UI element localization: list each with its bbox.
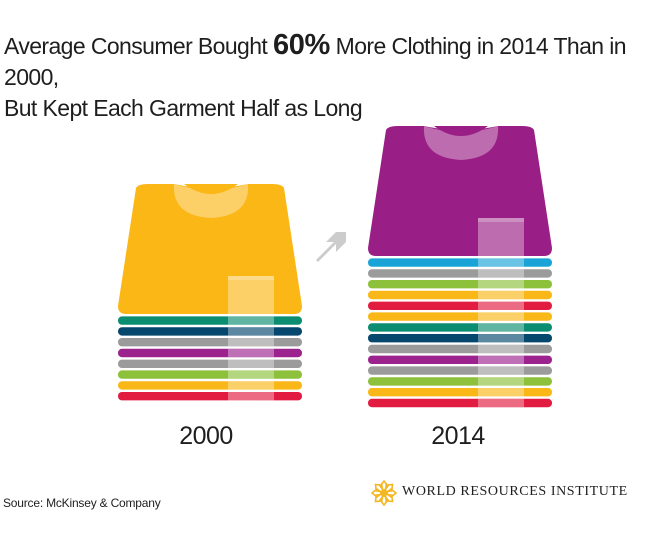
shirt-body (118, 184, 302, 314)
folded-shirt-band (368, 323, 552, 332)
band-fill (118, 359, 302, 368)
arrow-up-right-icon (316, 232, 346, 262)
source-note: Source: McKinsey & Company (3, 496, 161, 510)
band-pocket-highlight (478, 301, 524, 310)
folded-shirt-band (368, 258, 552, 267)
shirt-pocket (478, 222, 524, 256)
band-fill (368, 355, 552, 364)
folded-shirt-band (118, 381, 302, 390)
title-line-1: Average Consumer Bought 60% More Clothin… (4, 30, 644, 93)
band-pocket-highlight (228, 381, 274, 390)
folded-shirt-band (118, 338, 302, 347)
band-fill (368, 398, 552, 408)
folded-shirt-band (368, 366, 552, 375)
shirt-body (368, 126, 552, 256)
chart-title: Average Consumer Bought 60% More Clothin… (4, 30, 644, 124)
shirt-pocket-top (478, 218, 524, 222)
band-pocket-highlight (228, 316, 274, 325)
folded-shirt-band (368, 355, 552, 364)
year-label-2000: 2000 (179, 422, 233, 450)
band-pocket-highlight (478, 269, 524, 278)
wri-logo-text: WORLD RESOURCES INSTITUTE (402, 484, 628, 499)
band-fill (368, 280, 552, 289)
band-fill (118, 338, 302, 347)
shirt-pocket (228, 280, 274, 314)
shirt-pocket-top (228, 276, 274, 280)
title-suffix: More Clothing in 2014 Than in 2000, (4, 33, 627, 90)
folded-shirt-band (368, 388, 552, 397)
title-highlight: 60% (273, 29, 330, 61)
band-fill (368, 290, 552, 300)
band-pocket-highlight (478, 334, 524, 343)
folded-shirt-band (118, 392, 302, 401)
band-pocket-highlight (478, 388, 524, 397)
band-pocket-highlight (228, 392, 274, 401)
wri-lattice-icon (370, 479, 398, 507)
folded-shirt-band (368, 280, 552, 289)
title-line-2: But Kept Each Garment Half as Long (4, 95, 363, 121)
folded-shirt-band (368, 290, 552, 300)
band-fill (368, 301, 552, 310)
band-fill (368, 323, 552, 332)
band-pocket-highlight (478, 280, 524, 289)
top-shirt (118, 184, 302, 314)
shirt-neck-opening (184, 184, 238, 194)
band-fill (368, 377, 552, 386)
folded-shirt-band (368, 377, 552, 386)
folded-shirt-band (118, 348, 302, 358)
shirt-collar (173, 184, 249, 218)
band-fill (118, 370, 302, 379)
folded-shirt-band (368, 312, 552, 321)
folded-shirt-band (118, 359, 302, 368)
shirt-stack-2014 (368, 126, 552, 408)
folded-shirt-band (118, 327, 302, 336)
band-pocket-highlight (478, 323, 524, 332)
band-fill (118, 348, 302, 358)
band-pocket-highlight (228, 338, 274, 347)
band-pocket-highlight (228, 370, 274, 379)
top-shirt (368, 126, 552, 256)
band-fill (118, 316, 302, 325)
folded-shirt-band (118, 370, 302, 379)
band-pocket-highlight (478, 344, 524, 354)
band-fill (368, 388, 552, 397)
band-fill (118, 392, 302, 401)
band-fill (118, 327, 302, 336)
band-pocket-highlight (478, 355, 524, 364)
band-pocket-highlight (478, 398, 524, 408)
folded-shirt-band (368, 269, 552, 278)
shirt-stack-2000 (118, 184, 302, 401)
folded-shirt-band (368, 301, 552, 310)
shirt-neck-opening (434, 126, 488, 136)
shirt-collar (423, 126, 499, 160)
band-pocket-highlight (478, 290, 524, 300)
folded-shirt-band (368, 398, 552, 408)
folded-shirt-band (118, 316, 302, 325)
band-pocket-highlight (478, 366, 524, 375)
band-pocket-highlight (478, 377, 524, 386)
band-pocket-highlight (228, 327, 274, 336)
band-fill (368, 334, 552, 343)
band-pocket-highlight (478, 312, 524, 321)
folded-shirt-band (368, 344, 552, 354)
band-fill (118, 381, 302, 390)
title-prefix: Average Consumer Bought (4, 33, 274, 59)
folded-shirt-band (368, 334, 552, 343)
band-pocket-highlight (228, 359, 274, 368)
year-label-2014: 2014 (431, 422, 485, 450)
band-fill (368, 366, 552, 375)
band-fill (368, 312, 552, 321)
band-pocket-highlight (478, 258, 524, 267)
band-pocket-highlight (228, 348, 274, 358)
band-fill (368, 269, 552, 278)
band-fill (368, 344, 552, 354)
band-fill (368, 258, 552, 267)
